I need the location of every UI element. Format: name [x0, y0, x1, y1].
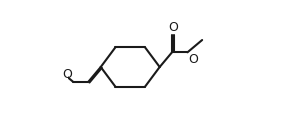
Text: O: O [168, 21, 178, 34]
Text: O: O [62, 68, 72, 81]
Text: O: O [188, 53, 198, 66]
